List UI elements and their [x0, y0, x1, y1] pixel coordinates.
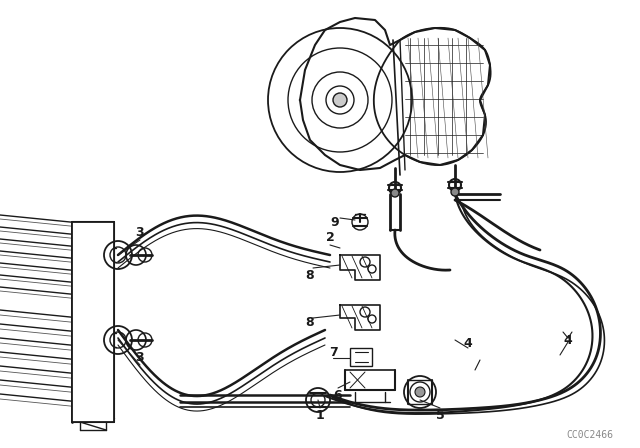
- Text: 4: 4: [564, 333, 572, 346]
- Text: 9: 9: [331, 215, 339, 228]
- Circle shape: [333, 93, 347, 107]
- Text: 5: 5: [436, 409, 444, 422]
- Text: 2: 2: [326, 231, 334, 244]
- Circle shape: [415, 387, 425, 397]
- Text: CC0C2466: CC0C2466: [566, 430, 614, 440]
- Text: 7: 7: [328, 345, 337, 358]
- Text: 3: 3: [136, 350, 144, 363]
- Circle shape: [451, 188, 459, 196]
- Text: 1: 1: [316, 409, 324, 422]
- Text: 8: 8: [306, 268, 314, 281]
- Text: 6: 6: [333, 388, 342, 401]
- Text: 8: 8: [306, 315, 314, 328]
- Bar: [350, 348, 372, 366]
- Text: 4: 4: [463, 336, 472, 349]
- Bar: [72, 222, 114, 422]
- Text: 3: 3: [136, 225, 144, 238]
- Circle shape: [391, 189, 399, 197]
